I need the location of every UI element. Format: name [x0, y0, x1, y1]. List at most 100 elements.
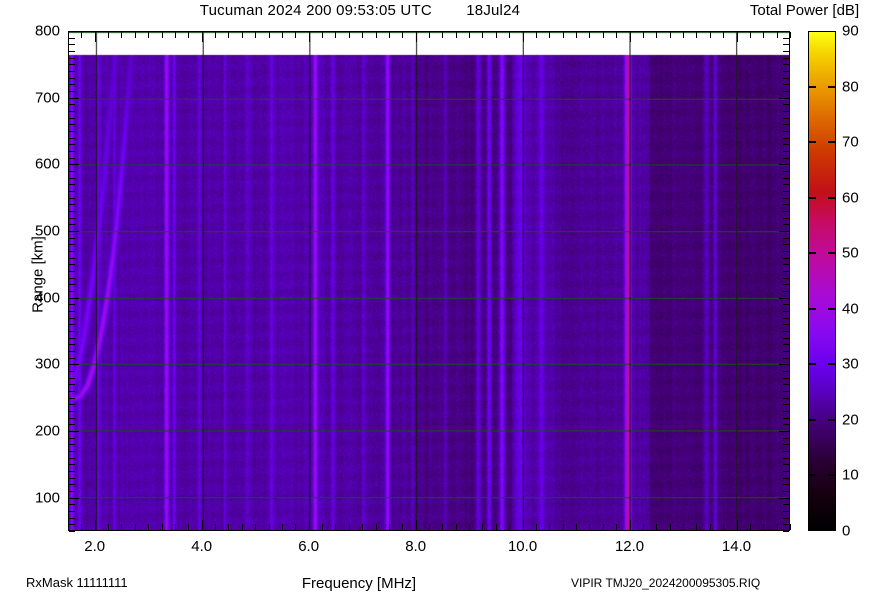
- y-axis-minor-tick: [69, 344, 75, 345]
- y-axis-minor-tick: [783, 424, 789, 425]
- y-axis-minor-tick: [69, 264, 75, 265]
- y-axis-minor-tick: [69, 64, 75, 65]
- y-axis-major-tick: [779, 364, 789, 365]
- colorbar-tick: [828, 85, 835, 88]
- x-axis-minor-tick: [148, 524, 149, 530]
- y-axis-minor-tick: [69, 38, 75, 39]
- x-axis-minor-tick: [750, 524, 751, 530]
- colorbar-tick: [828, 363, 835, 366]
- x-axis-minor-tick: [362, 32, 363, 38]
- x-axis-minor-tick: [496, 32, 497, 38]
- x-axis-minor-tick: [482, 32, 483, 38]
- x-axis-minor-tick: [696, 32, 697, 38]
- y-axis-minor-tick: [783, 291, 789, 292]
- colorbar-tick-label: 0: [842, 522, 851, 540]
- y-axis-minor-tick: [69, 78, 75, 79]
- x-axis-minor-tick: [563, 32, 564, 38]
- y-axis-minor-tick: [69, 424, 75, 425]
- x-axis-minor-tick: [175, 524, 176, 530]
- y-axis-minor-tick: [69, 524, 75, 525]
- y-axis-minor-tick: [69, 91, 75, 92]
- x-axis-minor-tick: [616, 524, 617, 530]
- y-axis-minor-tick: [783, 358, 789, 359]
- y-axis-minor-tick: [69, 324, 75, 325]
- x-axis-minor-tick: [215, 32, 216, 38]
- x-axis-minor-tick: [68, 32, 69, 38]
- y-axis-minor-tick: [783, 484, 789, 485]
- x-axis-major-tick: [416, 520, 417, 530]
- y-axis-major-tick: [779, 431, 789, 432]
- x-axis-minor-tick: [121, 524, 122, 530]
- x-axis-tick-label: 6.0: [298, 538, 320, 555]
- y-axis-minor-tick: [783, 524, 789, 525]
- x-axis-minor-tick: [656, 32, 657, 38]
- y-axis-minor-tick: [783, 264, 789, 265]
- y-axis-minor-tick: [783, 218, 789, 219]
- x-axis-minor-tick: [469, 524, 470, 530]
- y-axis-minor-tick: [783, 451, 789, 452]
- y-axis-minor-tick: [783, 204, 789, 205]
- colorbar-tick: [809, 418, 816, 421]
- x-axis-minor-tick: [108, 32, 109, 38]
- y-axis-minor-tick: [783, 324, 789, 325]
- y-axis-minor-tick: [69, 338, 75, 339]
- y-axis-minor-tick: [69, 291, 75, 292]
- y-axis-minor-tick: [783, 331, 789, 332]
- y-axis-minor-tick: [69, 398, 75, 399]
- y-axis-minor-tick: [69, 318, 75, 319]
- y-axis-major-tick: [69, 231, 79, 232]
- x-axis-minor-tick: [683, 524, 684, 530]
- x-axis-minor-tick: [335, 32, 336, 38]
- y-axis-tick-label: 800: [34, 22, 60, 40]
- colorbar-tick: [809, 85, 816, 88]
- y-axis-minor-tick: [783, 378, 789, 379]
- y-axis-minor-tick: [69, 471, 75, 472]
- x-axis-minor-tick: [148, 32, 149, 38]
- x-axis-minor-tick: [175, 32, 176, 38]
- y-axis-minor-tick: [69, 258, 75, 259]
- colorbar-tick-label: 40: [842, 300, 859, 318]
- y-axis-major-tick: [69, 164, 79, 165]
- x-axis-minor-tick: [723, 524, 724, 530]
- x-axis-minor-tick: [589, 524, 590, 530]
- colorbar-tick: [828, 474, 835, 477]
- x-axis-minor-tick: [777, 32, 778, 38]
- y-axis-major-tick: [69, 98, 79, 99]
- title-date-stamp: 18Jul24: [466, 2, 521, 19]
- y-axis-minor-tick: [783, 238, 789, 239]
- y-axis-minor-tick: [783, 251, 789, 252]
- x-axis-minor-tick: [389, 32, 390, 38]
- x-axis-minor-tick: [576, 32, 577, 38]
- y-axis-minor-tick: [783, 418, 789, 419]
- y-axis-minor-tick: [69, 438, 75, 439]
- ionogram-plot-area[interactable]: [68, 31, 790, 531]
- colorbar-tick: [809, 363, 816, 366]
- x-axis-minor-tick: [162, 32, 163, 38]
- x-axis-minor-tick: [549, 32, 550, 38]
- y-axis-minor-tick: [69, 251, 75, 252]
- x-axis-minor-tick: [269, 524, 270, 530]
- y-axis-minor-tick: [783, 271, 789, 272]
- y-axis-tick-label: 100: [34, 489, 60, 507]
- x-axis-minor-tick: [777, 524, 778, 530]
- y-axis-minor-tick: [783, 504, 789, 505]
- x-axis-major-tick: [202, 520, 203, 530]
- y-axis-major-tick: [69, 431, 79, 432]
- y-axis-tick-label: 500: [34, 222, 60, 240]
- x-axis-minor-tick: [763, 32, 764, 38]
- x-axis-minor-tick: [456, 32, 457, 38]
- x-axis-major-tick: [630, 520, 631, 530]
- x-axis-minor-tick: [442, 32, 443, 38]
- y-axis-minor-tick: [69, 378, 75, 379]
- y-axis-minor-tick: [69, 458, 75, 459]
- y-axis-minor-tick: [69, 178, 75, 179]
- colorbar[interactable]: [808, 31, 836, 531]
- y-axis-minor-tick: [783, 244, 789, 245]
- y-axis-minor-tick: [69, 311, 75, 312]
- x-axis-minor-tick: [162, 524, 163, 530]
- y-axis-minor-tick: [783, 464, 789, 465]
- colorbar-tick: [809, 307, 816, 310]
- y-axis-minor-tick: [69, 191, 75, 192]
- x-axis-minor-tick: [603, 524, 604, 530]
- x-axis-tick-label: 2.0: [84, 538, 106, 555]
